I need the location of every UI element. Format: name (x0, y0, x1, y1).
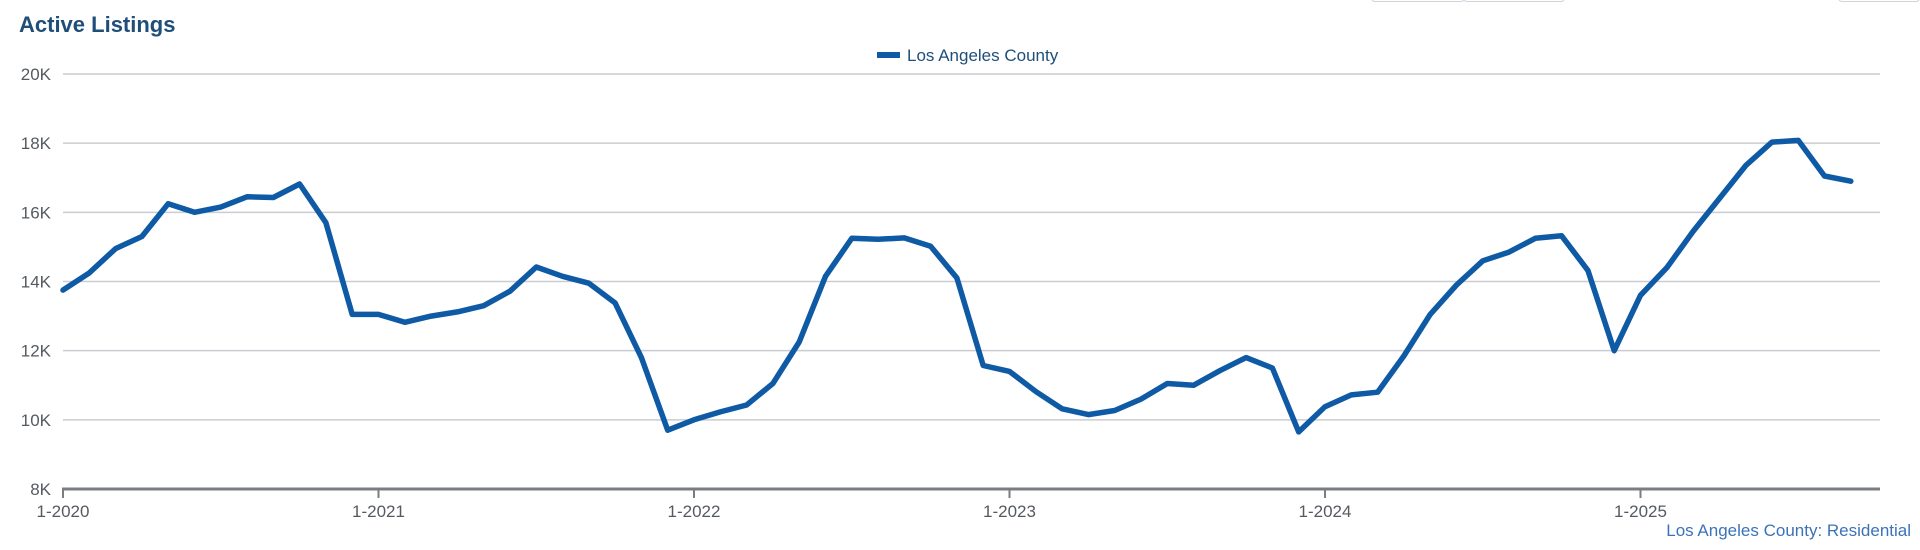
axes: 8K 10K 12K 14K 16K 18K 20K 1-2020 1-2021 1-2022 1-… (21, 65, 1880, 521)
series-layer (60, 137, 1854, 435)
x-tick-label: 1-2024 (1299, 502, 1352, 521)
y-tick-label: 10K (21, 411, 52, 430)
series-line[interactable] (60, 137, 1854, 435)
x-tick-label: 1-2025 (1614, 502, 1667, 521)
y-tick-label: 8K (30, 480, 51, 499)
legend-label[interactable]: Los Angeles County (907, 46, 1059, 65)
grid-lines (63, 73, 1880, 421)
x-tick-label: 1-2020 (37, 502, 90, 521)
x-tick-label: 1-2022 (668, 502, 721, 521)
y-tick-label: 12K (21, 342, 52, 361)
x-tick-label: 1-2023 (983, 502, 1036, 521)
source-note: Los Angeles County: Residential (1666, 521, 1911, 540)
y-tick-label: 14K (21, 273, 52, 292)
y-tick-label: 20K (21, 65, 52, 84)
y-tick-label: 16K (21, 203, 52, 222)
legend[interactable]: Los Angeles County (877, 46, 1059, 65)
x-tick-label: 1-2021 (352, 502, 405, 521)
chart-title: Active Listings (19, 12, 176, 37)
y-tick-label: 18K (21, 134, 52, 153)
